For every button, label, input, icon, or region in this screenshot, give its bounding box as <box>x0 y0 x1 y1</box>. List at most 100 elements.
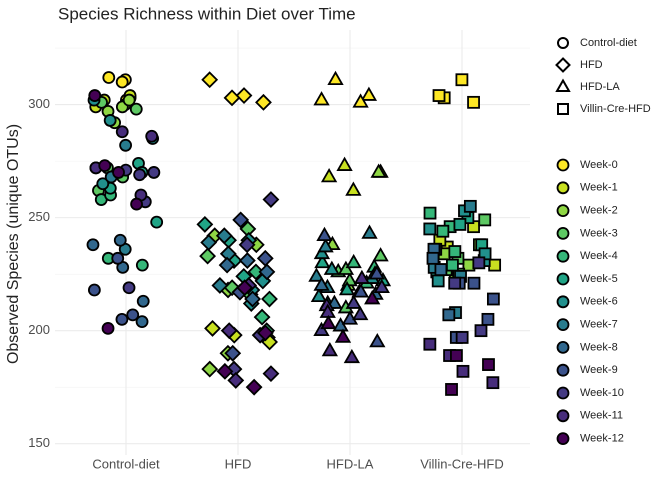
legend-label: Week-7 <box>580 319 618 331</box>
point <box>313 276 330 291</box>
chart-title: Species Richness within Diet over Time <box>58 4 356 23</box>
point <box>426 251 440 265</box>
point <box>136 294 150 308</box>
point <box>488 258 502 272</box>
legend-label: Week-3 <box>580 227 618 239</box>
point <box>323 260 340 275</box>
point <box>103 114 117 127</box>
point <box>343 348 361 364</box>
point <box>227 371 245 389</box>
point <box>112 166 125 179</box>
point <box>320 314 337 330</box>
legend-shape <box>557 103 569 115</box>
point <box>119 138 132 152</box>
point <box>86 238 100 252</box>
point <box>353 269 371 284</box>
point <box>360 86 378 101</box>
point <box>313 91 330 106</box>
point <box>361 224 378 239</box>
legend-swatch <box>556 158 570 172</box>
point <box>313 321 330 336</box>
legend-label: Control-diet <box>580 37 637 49</box>
legend-swatch <box>556 386 570 400</box>
point <box>455 73 469 87</box>
legend-label: HFD-LA <box>580 81 620 93</box>
legend-label: Week-0 <box>580 159 618 171</box>
point <box>215 227 233 245</box>
point <box>345 181 362 196</box>
point <box>196 215 214 233</box>
x-tick-label: Control-diet <box>92 456 160 471</box>
point <box>223 89 241 107</box>
legend-swatch <box>556 432 570 446</box>
point <box>115 312 129 326</box>
point <box>486 376 500 390</box>
point <box>445 383 458 396</box>
y-tick-label: 200 <box>28 322 50 337</box>
point <box>327 70 344 86</box>
point <box>372 247 389 262</box>
legend-swatch <box>556 363 570 377</box>
point <box>448 245 462 258</box>
point <box>448 276 462 290</box>
point <box>432 89 446 102</box>
point <box>308 267 325 282</box>
point <box>481 312 495 326</box>
point <box>98 159 112 173</box>
point <box>255 93 272 111</box>
point <box>368 265 385 280</box>
point <box>352 93 369 108</box>
point <box>370 163 387 178</box>
point <box>111 251 125 265</box>
point <box>247 263 265 281</box>
point <box>261 290 278 308</box>
point <box>262 191 280 208</box>
point <box>122 93 136 107</box>
point <box>113 233 127 247</box>
point <box>314 253 331 269</box>
point <box>352 283 370 298</box>
point <box>316 226 333 242</box>
point <box>115 125 129 139</box>
point <box>467 276 481 290</box>
point <box>245 378 263 396</box>
point <box>201 360 219 378</box>
point <box>236 279 254 297</box>
point <box>199 247 217 265</box>
legend-label: Week-1 <box>580 182 618 194</box>
point <box>122 281 136 295</box>
point <box>147 166 161 179</box>
point <box>130 197 143 211</box>
point <box>253 308 271 326</box>
point <box>115 75 129 89</box>
point <box>321 342 338 357</box>
point <box>232 211 250 229</box>
legend-label: Week-6 <box>580 296 618 308</box>
point <box>446 258 459 272</box>
point <box>434 263 448 277</box>
point <box>478 213 492 227</box>
legend-label: HFD <box>580 59 603 71</box>
point <box>332 317 349 332</box>
legend-label: Week-10 <box>580 387 624 399</box>
point <box>345 253 362 269</box>
legend-label: Villin-Cre-HFD <box>580 103 651 115</box>
legend-swatch <box>556 226 570 240</box>
point <box>133 168 147 182</box>
point <box>334 328 352 343</box>
point <box>310 287 328 303</box>
point <box>474 324 488 338</box>
y-axis-label: Observed Species (unique OTUs) <box>5 124 22 364</box>
point <box>216 362 234 380</box>
point <box>224 344 242 362</box>
point <box>238 236 256 254</box>
point <box>244 290 262 308</box>
point <box>486 292 500 306</box>
point <box>150 215 164 229</box>
point <box>373 278 390 294</box>
legend-label: Week-4 <box>580 250 618 262</box>
legend-shape <box>557 37 569 49</box>
point <box>423 337 437 351</box>
legend-swatch <box>556 295 570 309</box>
point <box>423 206 437 220</box>
